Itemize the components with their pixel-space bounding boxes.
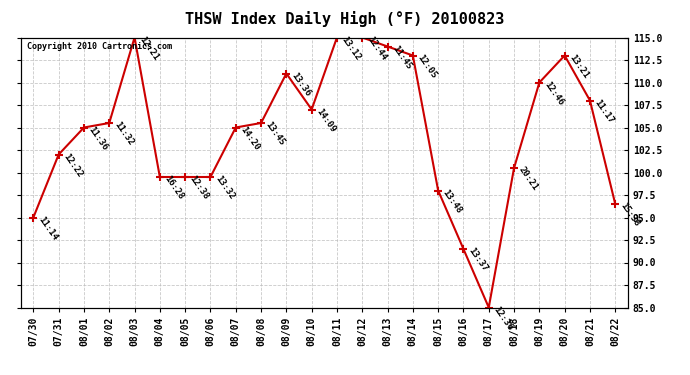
Text: THSW Index Daily High (°F) 20100823: THSW Index Daily High (°F) 20100823 xyxy=(186,11,504,27)
Text: 13:36: 13:36 xyxy=(289,71,312,98)
Text: 11:36: 11:36 xyxy=(87,125,110,152)
Text: 12:38: 12:38 xyxy=(188,174,210,201)
Text: 13:48: 13:48 xyxy=(441,188,464,215)
Text: 14:20: 14:20 xyxy=(239,125,262,152)
Text: 13:32: 13:32 xyxy=(213,174,236,201)
Text: 14:09: 14:09 xyxy=(315,107,337,134)
Text: 11:17: 11:17 xyxy=(593,98,615,125)
Text: 15:38: 15:38 xyxy=(618,201,641,228)
Text: 11:45: 11:45 xyxy=(391,44,413,71)
Text: 12:36: 12:36 xyxy=(491,305,514,332)
Text: 12:05: 12:05 xyxy=(415,53,438,80)
Text: 11:32: 11:32 xyxy=(112,120,135,147)
Text: 12:46: 12:46 xyxy=(542,80,565,107)
Text: 13:12: 13:12 xyxy=(339,35,362,62)
Text: 12:21: 12:21 xyxy=(137,35,160,62)
Text: 12:22: 12:22 xyxy=(61,152,84,179)
Text: 16:28: 16:28 xyxy=(163,174,186,201)
Text: 13:21: 13:21 xyxy=(567,53,590,80)
Text: 11:14: 11:14 xyxy=(36,215,59,242)
Text: 13:45: 13:45 xyxy=(264,120,286,147)
Text: 20:21: 20:21 xyxy=(517,165,540,192)
Text: Copyright 2010 Cartronics.com: Copyright 2010 Cartronics.com xyxy=(27,42,172,51)
Text: 13:37: 13:37 xyxy=(466,246,489,273)
Text: 12:44: 12:44 xyxy=(365,35,388,62)
